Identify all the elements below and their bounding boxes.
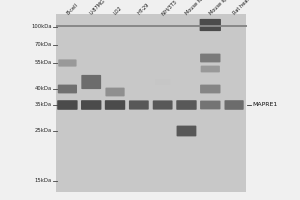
Text: Mouse lung: Mouse lung: [184, 0, 208, 16]
Text: MAPRE1: MAPRE1: [253, 102, 278, 108]
FancyBboxPatch shape: [176, 100, 197, 110]
Text: B-cell: B-cell: [65, 2, 79, 16]
FancyBboxPatch shape: [200, 85, 220, 93]
Text: 55kDa: 55kDa: [35, 60, 52, 66]
FancyBboxPatch shape: [105, 100, 125, 110]
FancyBboxPatch shape: [58, 59, 76, 67]
Text: HT-29: HT-29: [137, 2, 151, 16]
Text: 100kDa: 100kDa: [32, 24, 52, 29]
FancyBboxPatch shape: [153, 100, 172, 110]
Text: Mouse spleen: Mouse spleen: [208, 0, 236, 16]
FancyBboxPatch shape: [57, 100, 78, 110]
FancyBboxPatch shape: [177, 126, 196, 136]
Text: 25kDa: 25kDa: [35, 129, 52, 134]
FancyBboxPatch shape: [81, 100, 101, 110]
Text: LO2: LO2: [113, 6, 123, 16]
Text: 40kDa: 40kDa: [35, 86, 52, 91]
FancyBboxPatch shape: [200, 54, 220, 62]
FancyBboxPatch shape: [105, 88, 124, 96]
FancyBboxPatch shape: [200, 101, 220, 109]
FancyBboxPatch shape: [58, 85, 77, 93]
Text: 70kDa: 70kDa: [35, 43, 52, 47]
FancyBboxPatch shape: [224, 100, 244, 110]
Text: U-87MG: U-87MG: [89, 0, 107, 16]
Bar: [56, 14, 246, 192]
FancyBboxPatch shape: [81, 75, 101, 89]
FancyBboxPatch shape: [129, 100, 149, 110]
FancyBboxPatch shape: [201, 66, 220, 72]
Text: Rat heart: Rat heart: [232, 0, 252, 16]
FancyBboxPatch shape: [155, 79, 170, 85]
Text: 35kDa: 35kDa: [35, 102, 52, 108]
Text: NIH/3T3: NIH/3T3: [160, 0, 178, 16]
Text: 15kDa: 15kDa: [35, 178, 52, 184]
FancyBboxPatch shape: [200, 19, 221, 31]
